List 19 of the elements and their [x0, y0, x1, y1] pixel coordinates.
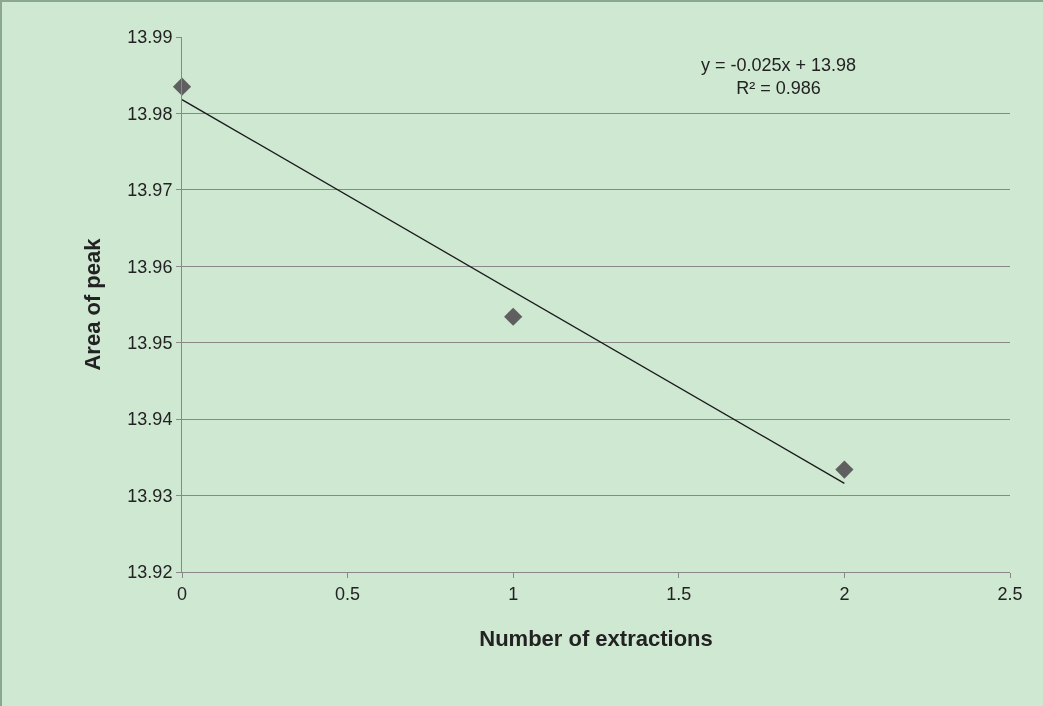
y-tick-label: 13.94 [127, 409, 173, 430]
y-tick-label: 13.93 [127, 485, 173, 506]
y-tick-label: 13.98 [127, 103, 173, 124]
x-axis-title: Number of extractions [479, 626, 713, 652]
y-tick-label: 13.95 [127, 333, 173, 354]
x-tick-label: 0 [176, 583, 188, 604]
x-tick-label: 2.5 [997, 583, 1023, 604]
y-tick-label: 13.96 [127, 256, 173, 277]
x-tick-label: 0.5 [335, 583, 361, 604]
y-tick-label: 13.92 [127, 562, 173, 583]
y-tick-label: 13.97 [127, 180, 173, 201]
y-tick-label: 13.99 [127, 27, 173, 48]
point [835, 460, 854, 479]
point [504, 307, 523, 326]
y-axis-title: Area of peak [80, 237, 106, 371]
x-tick-label: 2 [839, 583, 850, 604]
annotation: y = -0.025x + 13.98 R² = 0.986 [701, 55, 857, 99]
x-tick-label: 1 [508, 583, 519, 604]
x-tick-label: 1.5 [666, 583, 692, 604]
